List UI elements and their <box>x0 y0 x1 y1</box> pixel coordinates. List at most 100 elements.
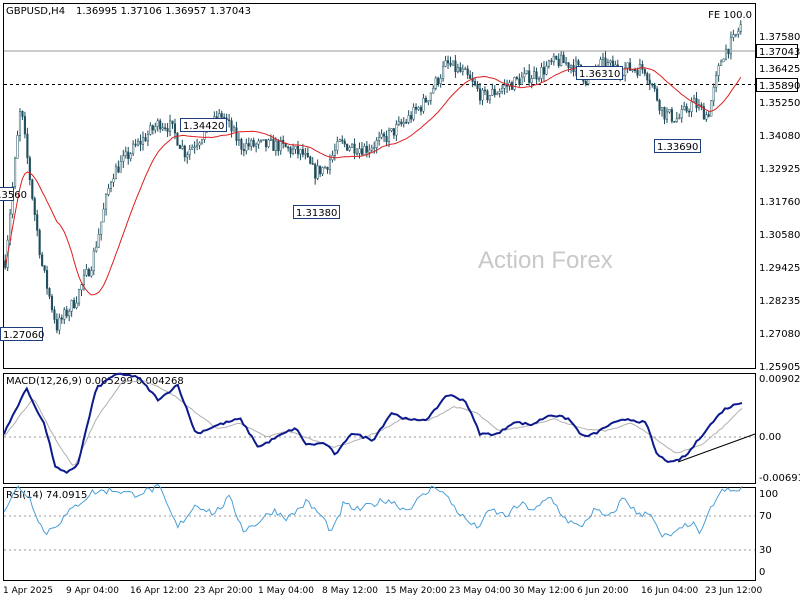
y-tick-label: 1.31760 <box>759 197 800 208</box>
candle-body <box>624 67 627 76</box>
candle-body <box>144 137 147 142</box>
candle-body <box>584 80 587 85</box>
candle-body <box>269 138 272 141</box>
candle-body <box>633 69 637 71</box>
candle-body <box>245 143 248 152</box>
candle-body <box>685 106 688 112</box>
macd-signal-line <box>3 380 743 466</box>
x-tick-label: 9 Apr 04:00 <box>66 586 119 596</box>
candle-body <box>102 208 105 223</box>
candle-body <box>127 151 130 159</box>
y-tick-label: 1.27080 <box>759 329 800 340</box>
annotation-label: 1.36310 <box>579 69 620 80</box>
candle-body <box>454 60 457 73</box>
candle-body <box>237 139 240 141</box>
candle-body <box>474 81 477 86</box>
candle-body <box>439 78 442 84</box>
candle-body <box>641 64 644 70</box>
candle-body <box>400 121 403 125</box>
annotation-box <box>576 66 623 80</box>
candle-body <box>255 143 258 147</box>
candle-body <box>333 149 336 156</box>
candle-body <box>538 78 541 80</box>
candle-body <box>161 127 164 130</box>
ohlc-label: 1.36995 1.37106 1.36957 1.37043 <box>76 6 251 17</box>
candle-body <box>363 145 366 155</box>
candle-body <box>663 107 666 120</box>
candle-body <box>171 120 174 124</box>
candle-body <box>528 70 531 83</box>
candle-body <box>346 143 349 151</box>
candle-body <box>383 133 386 137</box>
annotation-box <box>180 118 227 132</box>
candle-body <box>18 110 22 136</box>
y-tick-label: 1.30580 <box>759 230 800 241</box>
candle-body <box>294 145 297 150</box>
candle-body <box>427 100 430 103</box>
candle-body <box>717 65 720 76</box>
candle-body <box>309 156 312 164</box>
candle-body <box>478 88 482 101</box>
candle-body <box>242 149 245 152</box>
level-price-label: 1.35890 <box>759 81 800 92</box>
fe-label: FE 100.0 <box>708 10 752 21</box>
candle-body <box>114 166 117 180</box>
candle-body <box>176 132 179 146</box>
annotation-box <box>654 139 701 153</box>
candle-body <box>702 106 705 120</box>
candle-body <box>279 140 282 152</box>
candle-body <box>151 125 154 131</box>
candle-body <box>513 77 516 90</box>
candle-body <box>545 65 548 75</box>
candle-body <box>491 89 494 96</box>
candle-body <box>119 161 122 173</box>
candle-body <box>321 167 324 175</box>
candle-body <box>351 143 354 148</box>
candle-body <box>292 148 295 154</box>
candle-body <box>164 127 167 129</box>
price-panel-frame <box>3 3 756 369</box>
y-tick-label: 1.34080 <box>759 131 800 142</box>
candle-body <box>319 165 322 175</box>
candle-body <box>525 70 528 74</box>
candle-body <box>186 154 189 158</box>
candle-body <box>673 120 676 123</box>
candle-body <box>540 67 543 79</box>
annotation-label: 1.33690 <box>657 142 698 153</box>
candle-body <box>638 64 641 76</box>
candle-body <box>506 85 509 87</box>
candle-body <box>407 115 410 123</box>
candle-body <box>705 114 708 120</box>
candle-body <box>90 270 93 277</box>
candle-body <box>21 110 24 117</box>
candle-body <box>550 60 553 63</box>
candle-body <box>547 60 550 67</box>
candle-body <box>737 30 740 35</box>
candle-body <box>712 86 715 102</box>
candle-body <box>466 68 469 76</box>
candle-body <box>385 135 388 143</box>
candle-body <box>33 198 36 215</box>
candle-body <box>729 37 732 55</box>
candle-body <box>257 140 260 145</box>
candle-body <box>707 114 710 117</box>
annotation-box <box>293 205 340 219</box>
candle-body <box>432 88 435 94</box>
candle-body <box>50 296 54 311</box>
candle-body <box>424 97 427 103</box>
candle-body <box>720 61 723 67</box>
candle-body <box>141 137 145 145</box>
candle-body <box>410 115 413 120</box>
candle-body <box>533 71 536 79</box>
rsi-title: RSI(14) 74.0915 <box>6 490 87 501</box>
annotation-box <box>0 327 43 341</box>
candle-body <box>626 62 629 69</box>
candle-body <box>58 317 61 331</box>
candle-body <box>264 139 268 148</box>
candle-body <box>734 33 737 36</box>
candle-body <box>188 149 191 155</box>
candle-body <box>451 60 454 66</box>
candle-body <box>646 73 649 81</box>
rsi-line <box>3 483 743 538</box>
